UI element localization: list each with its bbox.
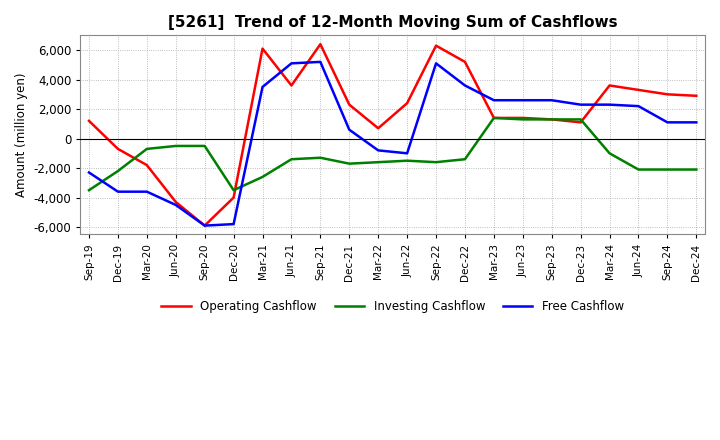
Investing Cashflow [316,155,325,161]
Free Cashflow [518,98,527,103]
Investing Cashflow [200,143,209,149]
Investing Cashflow [143,146,151,151]
Line: Investing Cashflow: Investing Cashflow [89,118,696,190]
Free Cashflow [258,84,267,90]
Operating Cashflow [432,43,441,48]
Operating Cashflow [143,162,151,168]
Free Cashflow [634,103,643,109]
Y-axis label: Amount (million yen): Amount (million yen) [15,73,28,197]
Investing Cashflow [576,117,585,122]
Free Cashflow [114,189,122,194]
Free Cashflow [692,120,701,125]
Investing Cashflow [374,160,382,165]
Operating Cashflow [518,115,527,121]
Operating Cashflow [316,41,325,47]
Investing Cashflow [518,117,527,122]
Title: [5261]  Trend of 12-Month Moving Sum of Cashflows: [5261] Trend of 12-Month Moving Sum of C… [168,15,618,30]
Investing Cashflow [171,143,180,149]
Operating Cashflow [345,102,354,107]
Free Cashflow [490,98,498,103]
Free Cashflow [85,170,94,175]
Free Cashflow [576,102,585,107]
Free Cashflow [606,102,614,107]
Free Cashflow [345,127,354,132]
Investing Cashflow [692,167,701,172]
Free Cashflow [432,61,441,66]
Operating Cashflow [287,83,296,88]
Free Cashflow [229,221,238,227]
Investing Cashflow [229,187,238,193]
Investing Cashflow [85,187,94,193]
Operating Cashflow [576,120,585,125]
Operating Cashflow [634,87,643,92]
Investing Cashflow [287,157,296,162]
Operating Cashflow [606,83,614,88]
Investing Cashflow [461,157,469,162]
Investing Cashflow [547,117,556,122]
Investing Cashflow [258,174,267,180]
Line: Operating Cashflow: Operating Cashflow [89,44,696,226]
Legend: Operating Cashflow, Investing Cashflow, Free Cashflow: Operating Cashflow, Investing Cashflow, … [157,296,629,318]
Operating Cashflow [461,59,469,65]
Operating Cashflow [374,125,382,131]
Free Cashflow [402,150,411,156]
Operating Cashflow [229,195,238,200]
Free Cashflow [461,83,469,88]
Investing Cashflow [490,115,498,121]
Free Cashflow [143,189,151,194]
Free Cashflow [171,202,180,208]
Operating Cashflow [200,223,209,228]
Operating Cashflow [663,92,672,97]
Line: Free Cashflow: Free Cashflow [89,62,696,226]
Operating Cashflow [85,118,94,124]
Operating Cashflow [114,146,122,151]
Free Cashflow [374,148,382,153]
Operating Cashflow [171,199,180,205]
Investing Cashflow [114,169,122,174]
Free Cashflow [200,223,209,228]
Investing Cashflow [402,158,411,163]
Operating Cashflow [258,46,267,51]
Operating Cashflow [547,117,556,122]
Investing Cashflow [634,167,643,172]
Free Cashflow [316,59,325,65]
Operating Cashflow [692,93,701,99]
Investing Cashflow [606,150,614,156]
Free Cashflow [663,120,672,125]
Investing Cashflow [432,160,441,165]
Investing Cashflow [345,161,354,166]
Investing Cashflow [663,167,672,172]
Free Cashflow [547,98,556,103]
Operating Cashflow [490,115,498,121]
Free Cashflow [287,61,296,66]
Operating Cashflow [402,100,411,106]
